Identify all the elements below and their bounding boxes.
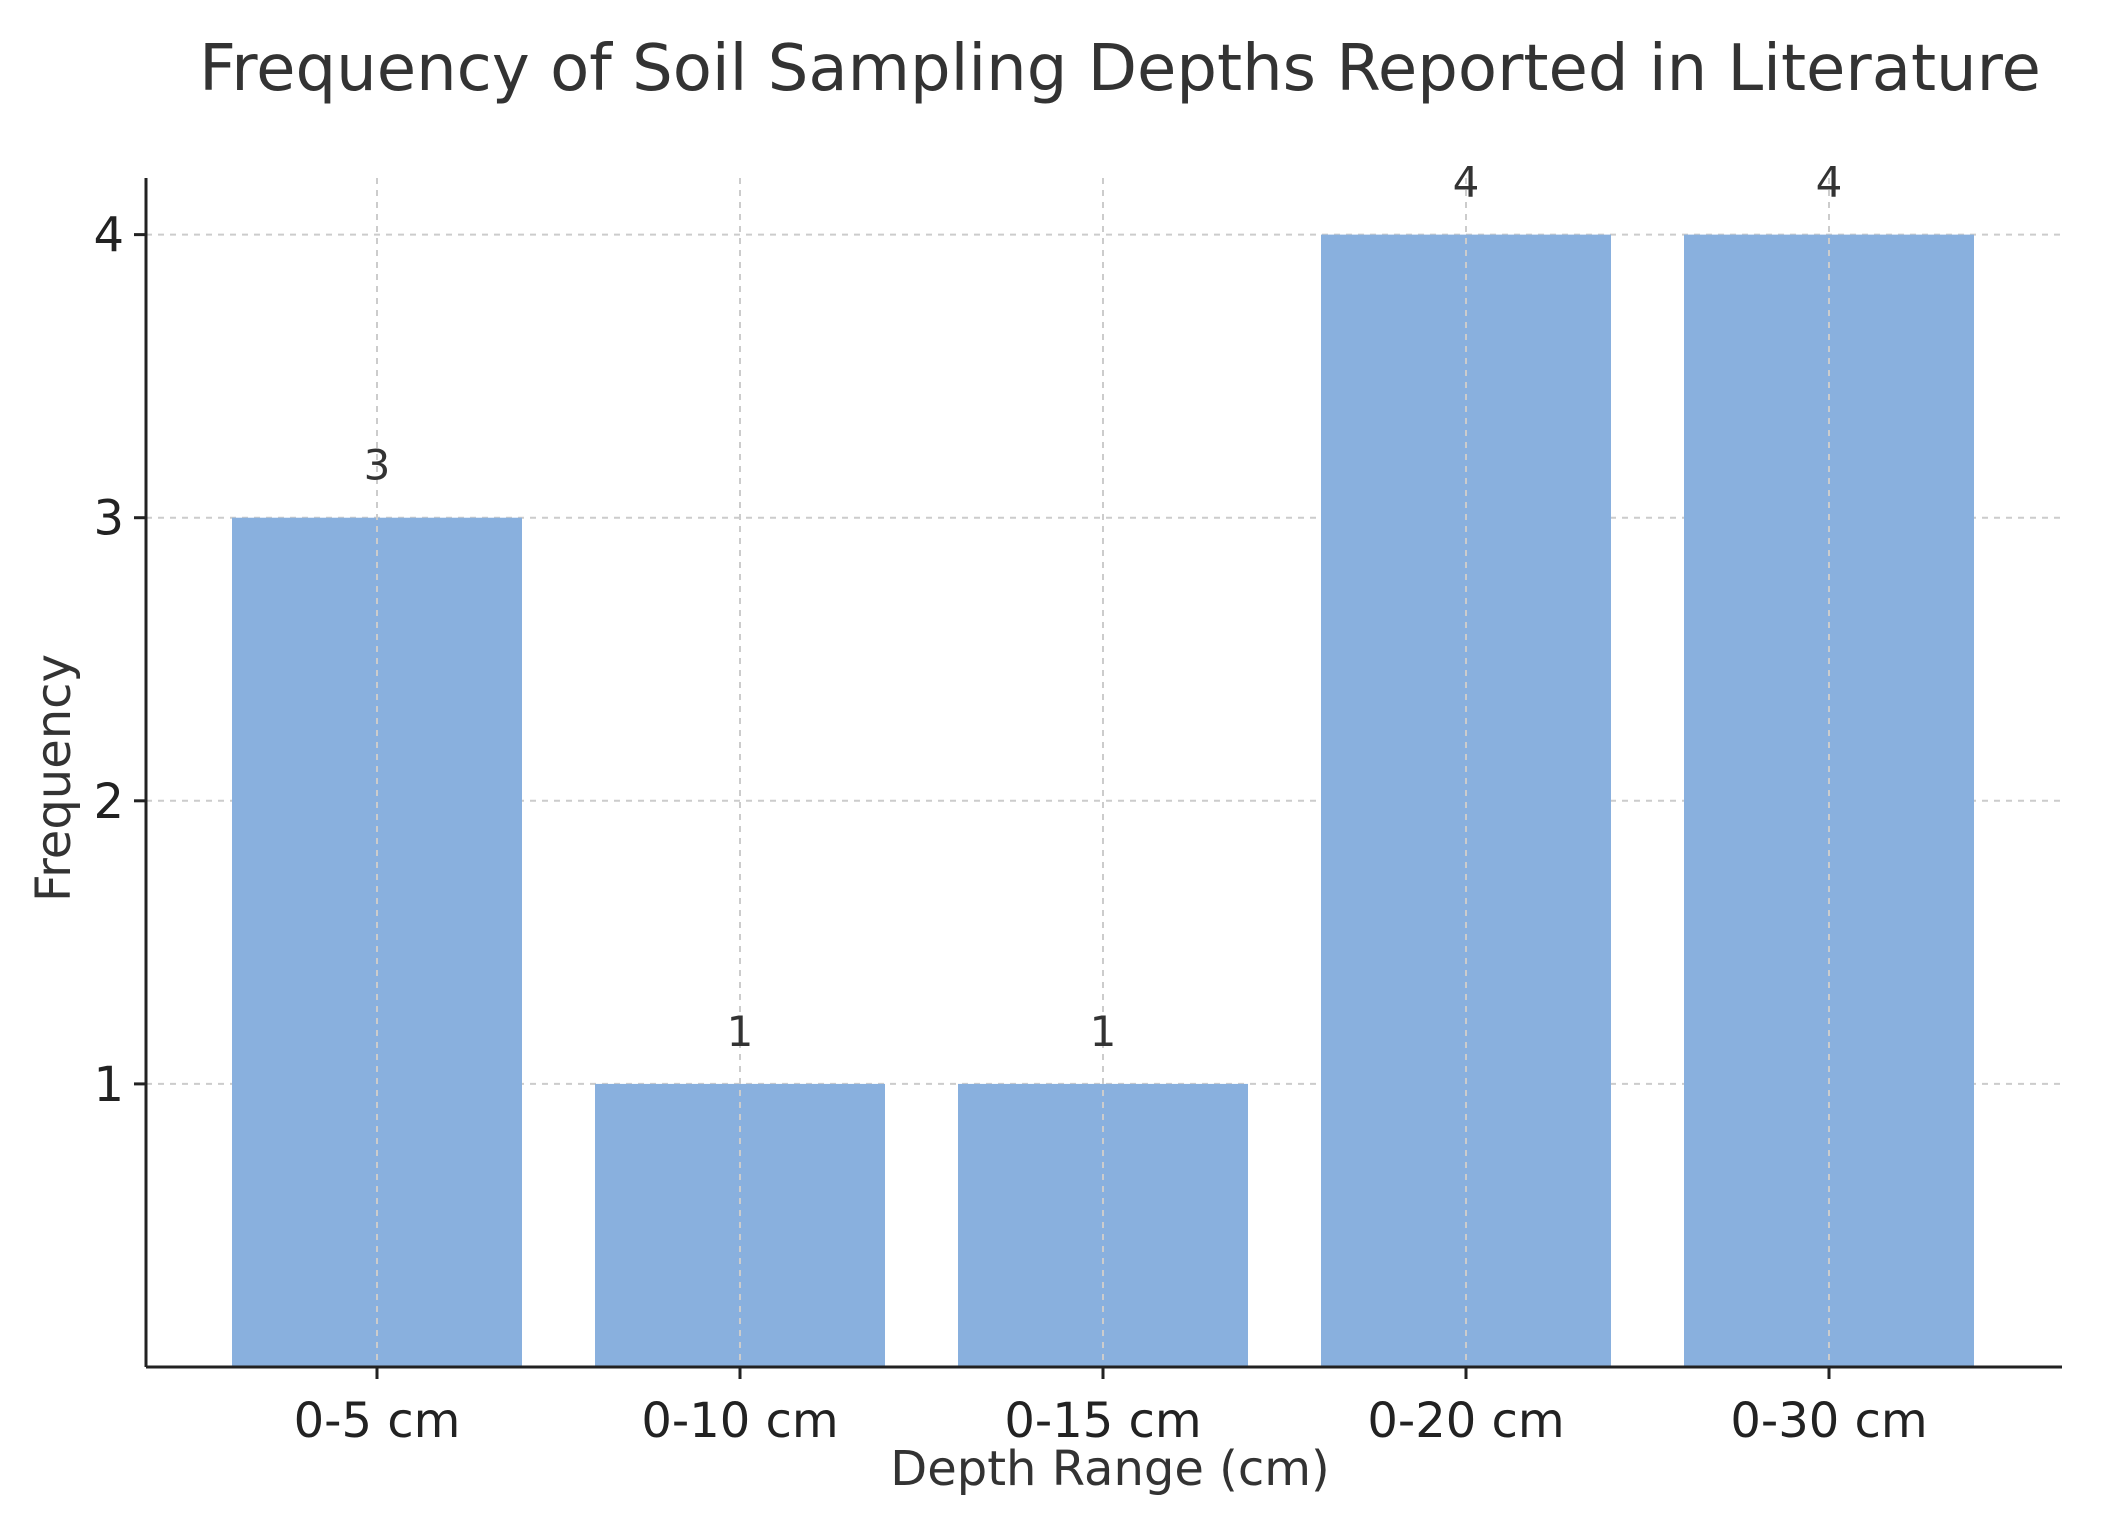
x-tick-label: 0-5 cm	[294, 1393, 461, 1449]
bar	[1684, 234, 1974, 1368]
x-tick-label: 0-10 cm	[641, 1393, 838, 1449]
bar-value-label: 4	[1453, 158, 1480, 207]
axes-layer: 1 2 3 4 0-5 cm 0-10 cm 0-15 cm 0-20 cm 0-30 cm	[93, 178, 2062, 1449]
y-tick-label: 1	[93, 1057, 124, 1113]
data-labels-layer: 3 1 1 4 4	[364, 158, 1843, 1056]
x-tick-label: 0-15 cm	[1004, 1393, 1201, 1449]
x-tick-label: 0-20 cm	[1367, 1393, 1564, 1449]
chart-title: Frequency of Soil Sampling Depths Report…	[199, 32, 2041, 106]
bar	[1321, 234, 1611, 1368]
x-tick-label: 0-30 cm	[1730, 1393, 1927, 1449]
y-tick-label: 4	[93, 208, 124, 264]
bar-value-label: 4	[1816, 158, 1843, 207]
y-axis-label: Frequency	[26, 654, 82, 902]
y-tick-label: 2	[93, 774, 124, 830]
bar-value-label: 1	[1090, 1007, 1117, 1056]
bar-value-label: 1	[727, 1007, 754, 1056]
y-tick-label: 3	[93, 491, 124, 547]
vertical-grid-layer	[376, 178, 1830, 1367]
x-axis-label: Depth Range (cm)	[890, 1441, 1329, 1497]
bars-layer	[232, 234, 1974, 1368]
bar-value-label: 3	[364, 441, 391, 490]
